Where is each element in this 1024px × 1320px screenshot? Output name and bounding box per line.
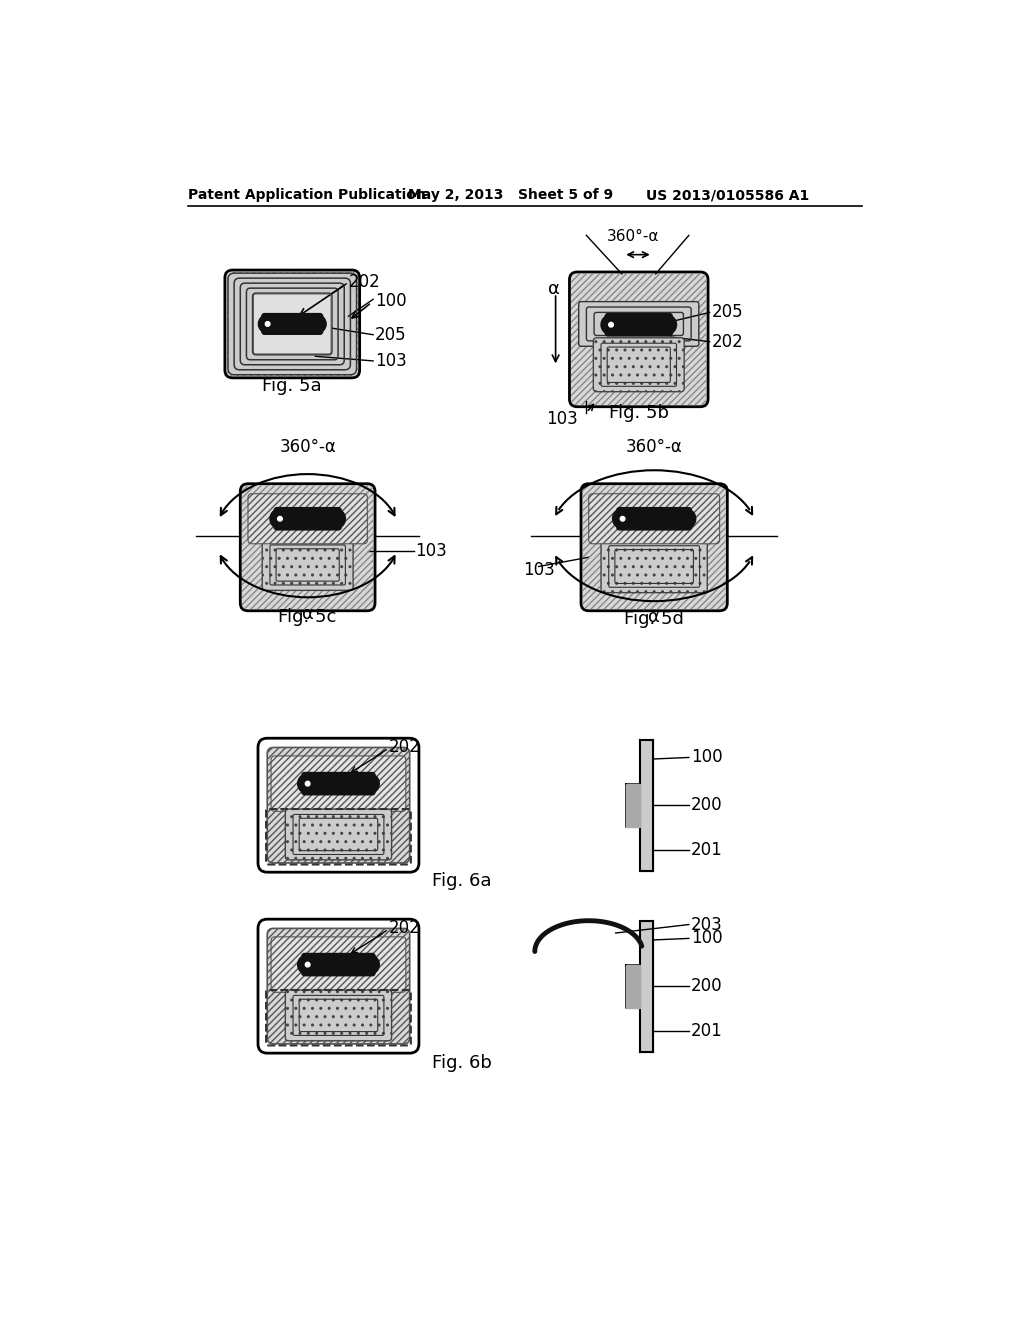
Text: 100: 100 (691, 748, 723, 767)
FancyBboxPatch shape (262, 314, 323, 334)
Text: Fig. 6a: Fig. 6a (432, 871, 492, 890)
Text: 203: 203 (691, 916, 723, 933)
Text: Fig. 5c: Fig. 5c (279, 607, 337, 626)
Text: 360°-α: 360°-α (606, 230, 658, 244)
Circle shape (270, 508, 290, 529)
FancyBboxPatch shape (601, 540, 708, 593)
Circle shape (305, 781, 310, 785)
FancyBboxPatch shape (302, 774, 375, 795)
Circle shape (359, 774, 379, 793)
FancyBboxPatch shape (247, 288, 338, 360)
FancyBboxPatch shape (617, 508, 691, 529)
FancyBboxPatch shape (579, 302, 698, 346)
FancyBboxPatch shape (593, 338, 684, 392)
Polygon shape (626, 965, 640, 1007)
Circle shape (298, 774, 317, 793)
Circle shape (307, 314, 326, 333)
FancyBboxPatch shape (302, 954, 375, 975)
Text: 200: 200 (691, 977, 723, 995)
Text: Fig. 5a: Fig. 5a (262, 376, 323, 395)
Text: Fig. 5b: Fig. 5b (608, 404, 669, 421)
Circle shape (608, 322, 613, 327)
FancyBboxPatch shape (241, 483, 375, 611)
FancyBboxPatch shape (225, 271, 359, 378)
Text: US 2013/0105586 A1: US 2013/0105586 A1 (646, 189, 810, 202)
Text: 360°-α: 360°-α (280, 438, 336, 457)
Text: 201: 201 (691, 841, 723, 859)
Text: 202: 202 (388, 920, 420, 937)
FancyBboxPatch shape (271, 756, 406, 812)
Text: 200: 200 (691, 796, 723, 814)
Circle shape (621, 516, 625, 521)
Text: 205: 205 (712, 304, 743, 321)
Text: 202: 202 (388, 738, 420, 756)
Circle shape (359, 954, 379, 974)
Circle shape (676, 508, 695, 529)
Circle shape (305, 962, 310, 968)
Text: 201: 201 (691, 1022, 723, 1040)
FancyBboxPatch shape (605, 314, 672, 335)
FancyBboxPatch shape (267, 928, 410, 1044)
FancyBboxPatch shape (569, 272, 708, 407)
Text: May 2, 2013   Sheet 5 of 9: May 2, 2013 Sheet 5 of 9 (408, 189, 613, 202)
Circle shape (265, 322, 270, 326)
Text: 202: 202 (348, 273, 380, 290)
FancyBboxPatch shape (248, 494, 368, 544)
Circle shape (601, 314, 621, 335)
Polygon shape (640, 739, 653, 871)
Text: Fig. 6b: Fig. 6b (432, 1055, 492, 1072)
Circle shape (326, 508, 345, 529)
FancyBboxPatch shape (274, 508, 341, 529)
FancyBboxPatch shape (241, 284, 344, 364)
Text: 103: 103 (416, 543, 447, 560)
Text: 205: 205 (375, 326, 407, 343)
Polygon shape (640, 921, 653, 1052)
FancyBboxPatch shape (258, 919, 419, 1053)
Text: 360°-α: 360°-α (626, 438, 683, 457)
FancyBboxPatch shape (262, 540, 353, 590)
Circle shape (258, 314, 276, 333)
FancyBboxPatch shape (581, 483, 727, 611)
Circle shape (278, 516, 283, 521)
FancyBboxPatch shape (286, 809, 391, 859)
Text: 103: 103 (375, 352, 407, 370)
FancyBboxPatch shape (589, 494, 720, 544)
Text: α: α (548, 280, 560, 298)
FancyBboxPatch shape (228, 273, 356, 375)
Text: 202: 202 (712, 333, 743, 351)
FancyBboxPatch shape (267, 747, 410, 863)
FancyBboxPatch shape (271, 937, 406, 993)
FancyBboxPatch shape (253, 294, 331, 354)
Text: 103: 103 (523, 561, 555, 578)
Text: Patent Application Publication: Patent Application Publication (188, 189, 426, 202)
FancyBboxPatch shape (258, 738, 419, 873)
Text: 100: 100 (375, 292, 407, 310)
Text: α: α (648, 607, 660, 626)
Text: α: α (302, 606, 313, 623)
Polygon shape (626, 784, 640, 826)
Circle shape (298, 954, 317, 974)
FancyBboxPatch shape (234, 279, 350, 370)
FancyBboxPatch shape (286, 990, 391, 1040)
Text: 103: 103 (547, 409, 579, 428)
FancyBboxPatch shape (594, 313, 683, 335)
Circle shape (656, 314, 677, 335)
Text: Fig. 5d: Fig. 5d (625, 610, 684, 628)
Text: 100: 100 (691, 929, 723, 948)
Circle shape (612, 508, 633, 529)
FancyBboxPatch shape (587, 308, 691, 341)
